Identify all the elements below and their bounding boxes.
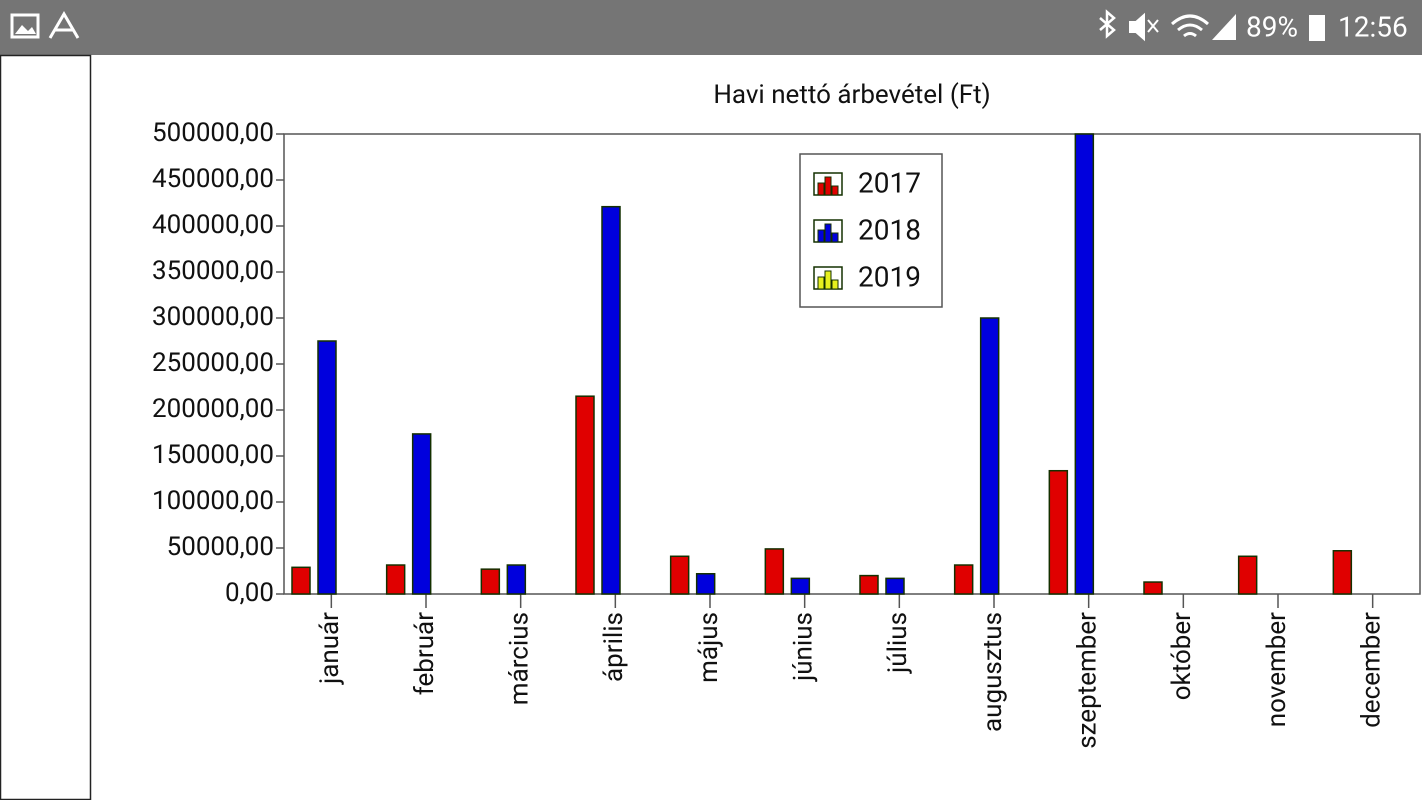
bar xyxy=(1237,555,1258,595)
side-panel xyxy=(0,54,92,801)
x-tick-label: március xyxy=(505,612,535,705)
legend-icon-bar xyxy=(824,270,832,290)
bluetooth-icon xyxy=(1099,9,1116,39)
x-tick-label: december xyxy=(1357,612,1387,728)
wifi-icon xyxy=(1171,14,1209,38)
y-tick-label: 400000,00 xyxy=(152,210,274,240)
bar xyxy=(695,573,716,595)
legend-icon-bar xyxy=(831,185,839,196)
x-tick-label: július xyxy=(883,612,913,674)
app-icon xyxy=(48,11,80,39)
legend-icon-bar xyxy=(824,176,832,196)
battery-icon xyxy=(1309,15,1325,41)
x-tick-label: szeptember xyxy=(1073,612,1103,749)
legend-icon-bar xyxy=(831,232,839,243)
x-tick-label: augusztus xyxy=(978,612,1008,732)
bar xyxy=(1332,550,1353,595)
legend-label: 2019 xyxy=(858,260,921,293)
y-tick-label: 300000,00 xyxy=(152,302,274,332)
legend-icon-bar xyxy=(817,182,825,196)
legend-icon-bar xyxy=(817,276,825,290)
signal-icon xyxy=(1212,14,1236,40)
bar xyxy=(979,317,1000,595)
x-tick-label: május xyxy=(694,612,724,683)
bar xyxy=(764,548,785,595)
legend-icon-bar xyxy=(831,279,839,290)
bar xyxy=(1074,133,1095,595)
bar xyxy=(411,433,432,595)
bar xyxy=(885,577,905,595)
y-tick-label: 500000,00 xyxy=(152,118,274,148)
x-tick-label: november xyxy=(1262,612,1292,727)
bar xyxy=(953,564,974,595)
bar xyxy=(859,574,879,595)
y-tick-label: 200000,00 xyxy=(152,394,274,424)
bar xyxy=(1143,581,1163,595)
status-bar-bg xyxy=(0,0,1422,55)
legend-icon-bar xyxy=(824,223,832,243)
bar xyxy=(790,577,811,595)
y-tick-label: 0,00 xyxy=(225,578,274,608)
y-tick-label: 100000,00 xyxy=(152,486,274,516)
x-tick-label: április xyxy=(599,612,629,682)
y-tick-label: 450000,00 xyxy=(152,164,274,194)
clock: 12:56 xyxy=(1338,10,1408,43)
bar xyxy=(506,564,527,595)
status-bar: 89% 12:56 xyxy=(0,0,1422,55)
bar xyxy=(480,568,501,595)
x-tick-label: február xyxy=(410,612,440,695)
mute-icon xyxy=(1129,12,1159,42)
legend-icon-bar xyxy=(817,229,825,243)
bar xyxy=(601,205,621,595)
bar xyxy=(1048,469,1069,595)
legend-label: 2018 xyxy=(858,213,921,246)
y-tick-label: 250000,00 xyxy=(152,348,274,378)
x-tick-label: január xyxy=(315,612,345,685)
chart-title: Havi nettó árbevétel (Ft) xyxy=(713,80,990,110)
x-tick-label: október xyxy=(1167,612,1197,700)
legend-label: 2017 xyxy=(858,166,921,199)
y-tick-label: 150000,00 xyxy=(152,440,274,470)
battery-text: 89% xyxy=(1246,10,1298,43)
y-tick-label: 50000,00 xyxy=(167,532,274,562)
bar xyxy=(291,566,311,595)
bar xyxy=(317,340,337,595)
gallery-icon xyxy=(10,13,40,39)
bar xyxy=(385,564,406,595)
gallery-icon-shape xyxy=(15,25,36,34)
x-tick-label: június xyxy=(789,612,819,682)
bar xyxy=(575,395,595,595)
y-tick-label: 350000,00 xyxy=(152,256,274,286)
bar xyxy=(669,555,690,595)
